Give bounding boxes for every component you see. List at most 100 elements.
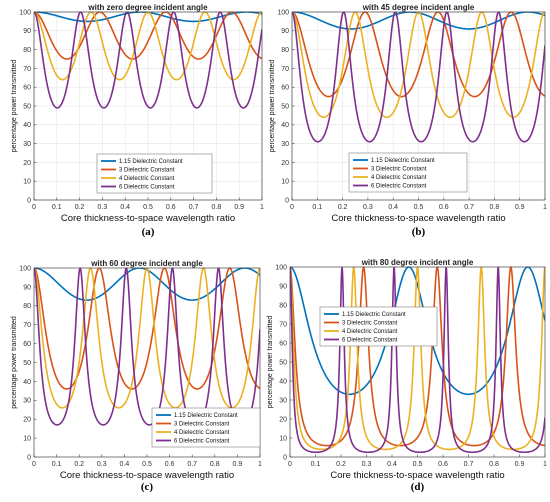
series-line-1	[290, 266, 545, 396]
panel-caption: (b)	[412, 226, 426, 238]
chart-panel-2: 0 0.1 0.2 0.3 0.4 0.5 0.6 0.7 0.8 0.9 101020304050…	[269, 3, 547, 238]
legend: 1.15 Dielectric Constant 3 Dielectric Con…	[319, 306, 438, 347]
y-tick-label: 80	[23, 47, 31, 54]
x-tick-label: 0.1	[52, 461, 62, 468]
series-line-4	[34, 267, 260, 426]
legend-entry-3: 4 Dielectric Constant	[119, 176, 175, 182]
x-tick-label: 0.7	[189, 204, 199, 211]
x-tick-label: 0.4	[120, 204, 130, 211]
y-tick-label: 30	[281, 141, 289, 148]
legend-box	[319, 306, 438, 347]
y-axis-label: percentage power transmitted	[267, 316, 274, 409]
x-tick-label: 0.9	[233, 461, 243, 468]
y-tick-label: 10	[23, 436, 31, 443]
y-tick-label: 50	[281, 103, 289, 110]
y-tick-label: 50	[279, 359, 287, 366]
x-tick-label: 0.6	[439, 204, 449, 211]
x-tick-label: 0.2	[74, 461, 84, 468]
chart-panel-3: 0 0.1 0.2 0.3 0.4 0.5 0.6 0.7 0.8 0.9 101020304050…	[11, 259, 262, 493]
x-axis-label: Core thickness-to-space wavelength ratio	[330, 470, 504, 481]
x-tick-label: 1	[258, 461, 262, 468]
x-tick-label: 1	[543, 461, 547, 468]
y-tick-label: 80	[281, 47, 289, 54]
legend-entry-1: 1.15 Dielectric Constant	[119, 159, 183, 165]
y-tick-label: 30	[279, 397, 287, 404]
series-line-1	[292, 11, 545, 30]
chart-title: with 80 degree incident angle	[361, 258, 474, 267]
legend-entry-1: 1.15 Dielectric Constant	[342, 312, 406, 318]
legend-entry-4: 6 Dielectric Constant	[174, 439, 230, 445]
y-tick-label: 30	[23, 398, 31, 405]
legend-entry-3: 4 Dielectric Constant	[371, 175, 427, 181]
plot-frame	[289, 266, 546, 458]
x-tick-label: 0.6	[166, 204, 176, 211]
series-line-3	[290, 266, 545, 451]
y-tick-label: 80	[23, 303, 31, 310]
y-tick-label: 40	[279, 378, 287, 385]
y-tick-label: 40	[23, 379, 31, 386]
x-tick-label: 0.1	[312, 204, 322, 211]
y-tick-label: 30	[23, 141, 31, 148]
y-tick-label: 70	[279, 321, 287, 328]
y-tick-label: 50	[23, 360, 31, 367]
y-tick-label: 20	[279, 416, 287, 423]
x-tick-label: 0.6	[165, 461, 175, 468]
legend-box	[348, 152, 468, 193]
x-tick-label: 0.2	[336, 461, 346, 468]
x-axis-label: Core thickness-to-space wavelength ratio	[331, 213, 505, 224]
x-tick-label: 0.8	[489, 461, 499, 468]
chart-title: with zero degree incident angle	[87, 3, 208, 12]
x-tick-label: 0.8	[490, 204, 500, 211]
series-line-4	[290, 266, 545, 454]
x-tick-label: 0.4	[387, 461, 397, 468]
y-tick-label: 60	[23, 85, 31, 92]
x-tick-label: 0.6	[438, 461, 448, 468]
x-tick-label: 0.4	[388, 204, 398, 211]
x-tick-label: 0.9	[515, 461, 525, 468]
y-tick-label: 100	[275, 264, 287, 271]
y-tick-label: 60	[281, 85, 289, 92]
x-tick-label: 0.8	[212, 204, 222, 211]
y-axis-label: percentage power transmitted	[11, 316, 18, 409]
x-tick-label: 1	[543, 204, 547, 211]
x-tick-label: 0.5	[143, 204, 153, 211]
y-axis-label: percentage power transmitted	[11, 60, 18, 153]
y-tick-label: 90	[279, 283, 287, 290]
series-line-1	[34, 267, 260, 301]
x-tick-label: 0	[32, 204, 36, 211]
legend-entry-2: 3 Dielectric Constant	[342, 321, 398, 327]
y-tick-label: 0	[283, 454, 287, 461]
y-tick-label: 100	[19, 9, 31, 16]
x-tick-label: 0.2	[338, 204, 348, 211]
legend-entry-4: 6 Dielectric Constant	[342, 338, 398, 344]
legend: 1.15 Dielectric Constant 3 Dielectric Con…	[348, 152, 468, 193]
legend-entry-1: 1.15 Dielectric Constant	[371, 158, 435, 164]
x-tick-label: 1	[260, 204, 264, 211]
y-tick-label: 80	[279, 302, 287, 309]
chart-title: with 45 degree incident angle	[362, 3, 475, 12]
y-tick-label: 10	[23, 179, 31, 186]
chart-title: with 60 degree incident angle	[90, 259, 203, 268]
x-axis-label: Core thickness-to-space wavelength ratio	[60, 470, 234, 481]
x-tick-label: 0.3	[98, 204, 108, 211]
y-tick-label: 20	[23, 160, 31, 167]
x-tick-label: 0.7	[187, 461, 197, 468]
x-tick-label: 0	[288, 461, 292, 468]
x-tick-label: 0.5	[414, 204, 424, 211]
x-tick-label: 0.3	[97, 461, 107, 468]
legend-entry-4: 6 Dielectric Constant	[119, 185, 175, 191]
x-tick-label: 0.7	[464, 204, 474, 211]
legend: 1.15 Dielectric Constant 3 Dielectric Con…	[96, 153, 213, 194]
series-line-2	[290, 266, 545, 447]
y-tick-label: 10	[281, 179, 289, 186]
legend-box	[96, 153, 213, 194]
legend: 1.15 Dielectric Constant 3 Dielectric Con…	[151, 407, 261, 448]
y-tick-label: 10	[279, 435, 287, 442]
panel-caption: (d)	[411, 481, 425, 493]
y-tick-label: 20	[23, 417, 31, 424]
x-tick-label: 0.4	[120, 461, 130, 468]
series-line-3	[34, 267, 260, 409]
legend-entry-2: 3 Dielectric Constant	[174, 422, 230, 428]
x-tick-label: 0.5	[413, 461, 423, 468]
series-line-4	[34, 11, 262, 109]
